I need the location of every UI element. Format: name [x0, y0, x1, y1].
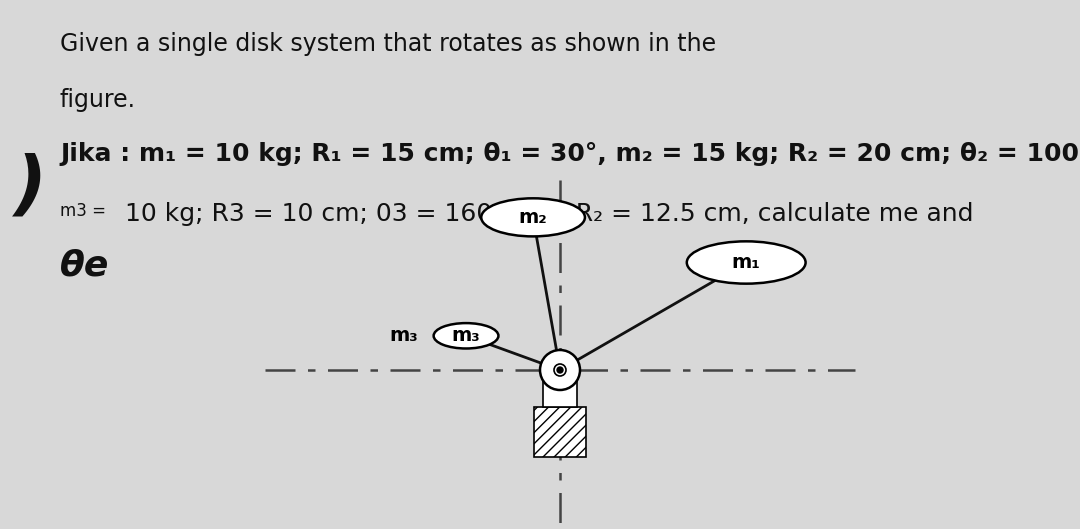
Text: 10 kg; R3 = 10 cm; 03 = 160 ° and R₂ = 12.5 cm, calculate me and: 10 kg; R3 = 10 cm; 03 = 160 ° and R₂ = 1… — [125, 202, 973, 226]
Text: m3 =: m3 = — [60, 202, 106, 220]
Text: m₂: m₂ — [518, 208, 548, 227]
Ellipse shape — [687, 241, 806, 284]
Text: ): ) — [14, 152, 48, 221]
Ellipse shape — [434, 323, 499, 349]
Bar — [543, 365, 577, 407]
Text: m₃: m₃ — [451, 326, 481, 345]
Circle shape — [557, 367, 563, 373]
Bar — [534, 407, 586, 457]
Text: Given a single disk system that rotates as shown in the: Given a single disk system that rotates … — [60, 32, 716, 56]
Text: figure.: figure. — [60, 88, 136, 112]
Circle shape — [554, 364, 566, 376]
Text: m₃: m₃ — [390, 326, 418, 345]
Circle shape — [540, 350, 580, 390]
Text: m₁: m₁ — [732, 253, 760, 272]
Ellipse shape — [482, 198, 585, 236]
Text: Jika : m₁ = 10 kg; R₁ = 15 cm; θ₁ = 30°, m₂ = 15 kg; R₂ = 20 cm; θ₂ = 100°: Jika : m₁ = 10 kg; R₁ = 15 cm; θ₁ = 30°,… — [60, 142, 1080, 166]
Text: θe: θe — [60, 248, 109, 282]
